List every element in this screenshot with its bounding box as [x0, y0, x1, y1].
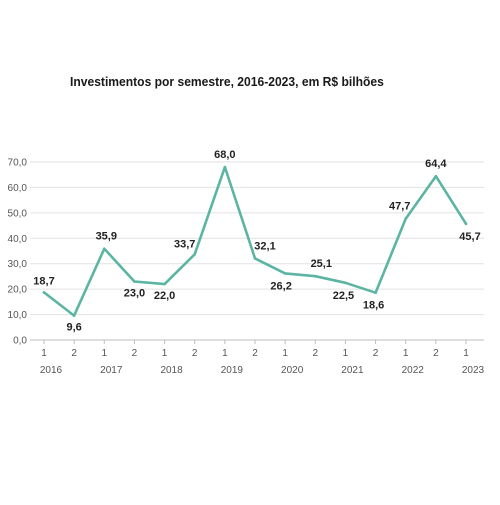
y-tick-label: 50,0 [8, 208, 28, 219]
x-tick-label-semester: 2 [192, 348, 198, 359]
data-point [42, 291, 46, 294]
y-tick-label: 20,0 [8, 285, 28, 296]
x-tick-label-year: 2017 [100, 365, 123, 376]
data-label: 22,5 [333, 290, 354, 302]
y-tick-label: 10,0 [8, 310, 28, 321]
data-label: 33,7 [174, 238, 195, 250]
data-point [133, 280, 136, 283]
data-point [72, 314, 76, 317]
data-point [374, 291, 377, 295]
data-label: 9,6 [66, 322, 81, 334]
x-tick-label-semester: 2 [252, 348, 258, 359]
x-tick-label-semester: 2 [313, 348, 319, 359]
data-point [404, 217, 408, 221]
x-tick-label-year: 2023 [462, 365, 485, 376]
x-tick-label-semester: 1 [343, 348, 349, 359]
data-point [283, 272, 287, 275]
x-tick-label-year: 2018 [160, 365, 183, 376]
x-tick-label-semester: 1 [403, 348, 409, 359]
x-tick-label-semester: 1 [282, 348, 288, 359]
x-tick-label-year: 2020 [281, 365, 304, 376]
data-label: 22,0 [154, 290, 175, 302]
y-tick-label: 40,0 [8, 234, 28, 245]
data-point [464, 222, 468, 226]
x-tick-label-semester: 1 [162, 348, 168, 359]
data-point [313, 274, 317, 278]
data-label: 18,6 [363, 300, 384, 312]
data-label: 47,7 [389, 201, 410, 213]
data-point [253, 257, 257, 260]
data-point [344, 281, 347, 285]
data-point [102, 247, 106, 251]
y-tick-label: 0,0 [13, 336, 27, 347]
x-tick-label-semester: 2 [373, 348, 379, 359]
x-tick-label-semester: 1 [102, 348, 108, 359]
x-tick-label-semester: 1 [41, 348, 47, 359]
x-tick-label-semester: 2 [132, 348, 138, 359]
x-tick-label-semester: 1 [222, 348, 228, 359]
data-label: 68,0 [214, 149, 235, 161]
data-label: 26,2 [270, 280, 291, 292]
data-label: 18,7 [33, 275, 54, 287]
x-tick-label-year: 2016 [40, 365, 63, 376]
x-tick-label-year: 2021 [341, 365, 364, 376]
data-point [223, 165, 227, 169]
x-tick-label-semester: 2 [71, 348, 77, 359]
data-point [193, 253, 197, 256]
y-tick-label: 60,0 [8, 183, 28, 194]
x-tick-label-year: 2019 [221, 365, 244, 376]
data-label: 64,4 [425, 158, 447, 170]
data-label: 32,1 [254, 240, 275, 252]
x-tick-label-year: 2022 [402, 365, 425, 376]
data-label: 23,0 [124, 288, 145, 300]
x-tick-label-semester: 2 [433, 348, 439, 359]
chart-title: Investimentos por semestre, 2016-2023, e… [70, 74, 384, 89]
data-label: 25,1 [311, 258, 332, 270]
y-tick-label: 30,0 [8, 259, 28, 270]
y-tick-label: 70,0 [8, 158, 28, 169]
data-label: 35,9 [96, 231, 117, 243]
data-point [434, 174, 438, 178]
data-label: 45,7 [459, 231, 480, 243]
data-point [163, 282, 166, 286]
x-tick-label-semester: 1 [463, 348, 469, 359]
